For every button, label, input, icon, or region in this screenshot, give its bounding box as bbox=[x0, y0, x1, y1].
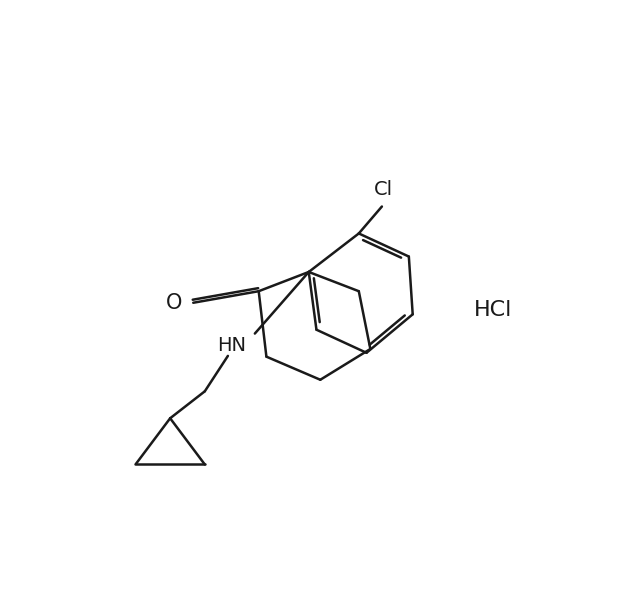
Text: HCl: HCl bbox=[474, 300, 513, 321]
Text: HN: HN bbox=[217, 335, 246, 355]
Text: Cl: Cl bbox=[374, 180, 393, 199]
Text: O: O bbox=[166, 293, 182, 313]
